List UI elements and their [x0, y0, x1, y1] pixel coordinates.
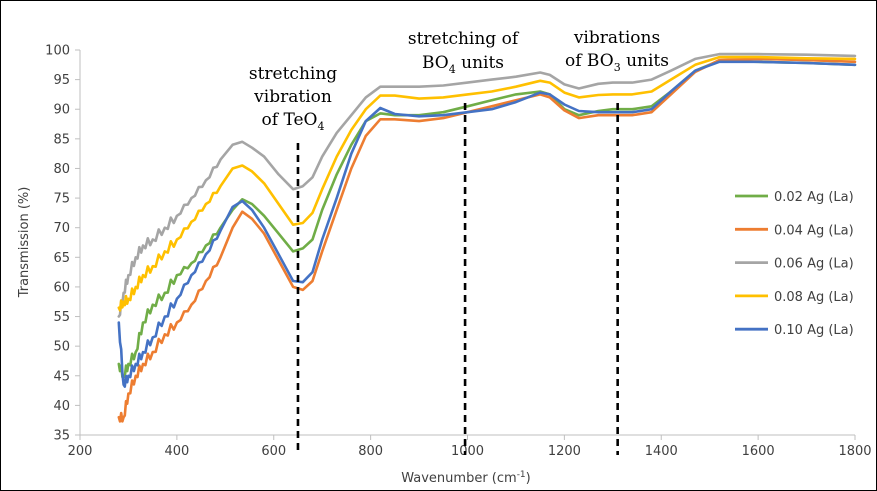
y-tick-label: 60 [53, 280, 70, 295]
y-tick-label: 95 [53, 73, 70, 88]
y-tick-label: 65 [53, 251, 70, 266]
legend-label-1: 0.02 Ag (La) [774, 190, 854, 205]
y-tick-label: 80 [53, 162, 70, 177]
x-tick-label: 600 [261, 444, 286, 459]
series-line-4 [117, 55, 857, 312]
y-tick-label: 100 [45, 44, 70, 59]
legend-label-2: 0.04 Ag (La) [774, 223, 854, 238]
vertical-markers [296, 103, 619, 455]
x-tick-label: 400 [164, 444, 189, 459]
legend: 0.02 Ag (La) 0.04 Ag (La) 0.06 Ag (La) 0.08… [735, 190, 854, 338]
series-line-5 [117, 60, 857, 388]
x-tick-labels: 200 400 600 800 1000 1200 1400 1600 1800 [68, 435, 872, 459]
y-axis-label: Transmission (%) [17, 187, 32, 299]
x-tick-label: 1800 [838, 444, 871, 459]
annotations: stretching vibration of TeO4 stretching of B… [249, 28, 669, 133]
x-axis-label: Wavenumber (cm-1) [401, 470, 531, 486]
y-tick-label: 35 [53, 429, 70, 444]
x-tick-label: 200 [68, 444, 93, 459]
y-tick-label: 45 [53, 369, 70, 384]
series-lines [117, 52, 857, 423]
legend-label-5: 0.10 Ag (La) [774, 323, 854, 338]
y-tick-label: 90 [53, 103, 70, 118]
legend-label-4: 0.08 Ag (La) [774, 290, 854, 305]
y-tick-label: 40 [53, 399, 70, 414]
x-tick-label: 800 [358, 444, 383, 459]
x-tick-label: 1400 [645, 444, 678, 459]
annotation-2-line: BO4 units [422, 53, 504, 76]
y-tick-labels: 35 40 45 50 55 60 65 70 75 80 85 90 95 100 [45, 44, 80, 444]
y-tick-label: 85 [53, 132, 70, 147]
annotation-3-line: of BO3 units [565, 51, 669, 74]
y-tick-label: 55 [53, 310, 70, 325]
y-tick-label: 75 [53, 192, 70, 207]
annotation-1-line: stretching [249, 64, 337, 84]
y-tick-label: 70 [53, 221, 70, 236]
y-tick-label: 50 [53, 340, 70, 355]
annotation-3-line: vibrations [573, 28, 660, 48]
x-tick-label: 1600 [742, 444, 775, 459]
x-tick-label: 1000 [451, 444, 484, 459]
annotation-1-line: of TeO4 [262, 110, 325, 133]
axes [79, 50, 855, 436]
series-line-2 [117, 57, 857, 423]
annotation-1-line: vibration [253, 87, 332, 107]
annotation-2-line: stretching of [408, 29, 520, 49]
series-line-3 [117, 52, 857, 318]
legend-label-3: 0.06 Ag (La) [774, 257, 854, 272]
x-tick-label: 1200 [548, 444, 581, 459]
